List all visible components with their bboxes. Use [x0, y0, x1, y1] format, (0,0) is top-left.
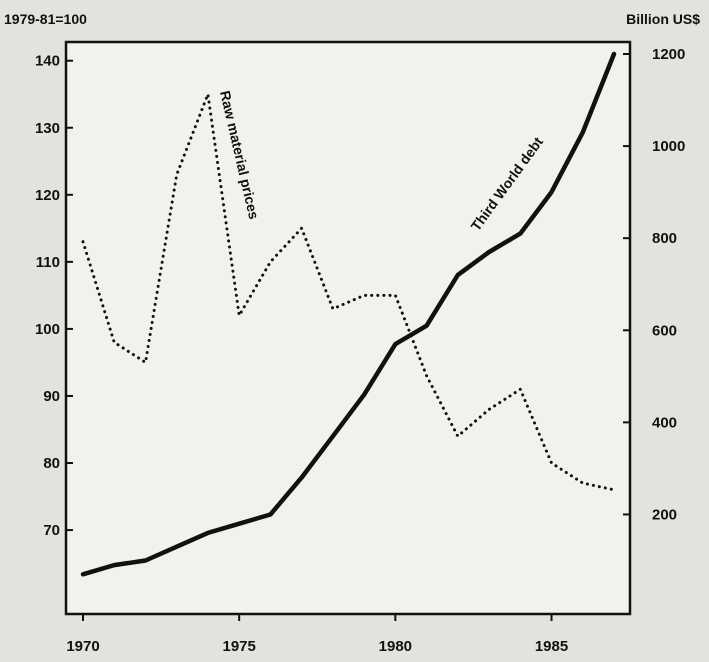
left-axis-tick-label: 140 [35, 53, 60, 70]
right-axis-tick-label: 1000 [652, 138, 685, 155]
series-lines [80, 51, 617, 577]
x-axis-tick-label: 1980 [379, 638, 412, 655]
plot-area [64, 40, 632, 616]
right-axis-tick-label: 800 [652, 230, 677, 247]
x-axis-tick-label: 1975 [222, 638, 255, 655]
left-axis-tick-label: 100 [35, 321, 60, 338]
axis-ticks: 70 80 90 100 110 120 130 140 200 400 600 800 1000 120… [35, 46, 685, 655]
series-line-raw-material-prices [81, 92, 616, 492]
x-axis-tick-label: 1985 [535, 638, 568, 655]
left-axis-tick-label: 70 [43, 522, 60, 539]
right-axis-tick-label: 400 [652, 414, 677, 431]
left-axis-tick-label: 120 [35, 187, 60, 204]
left-axis-tick-label: 110 [36, 254, 60, 271]
series-line-third-world-debt [80, 51, 617, 577]
x-axis-tick-label: 1970 [66, 638, 99, 655]
left-axis-tick-label: 130 [35, 120, 60, 137]
left-axis-tick-label: 80 [43, 455, 60, 472]
left-axis-tick-label: 90 [43, 388, 60, 405]
right-axis-tick-label: 200 [652, 506, 677, 523]
left-axis-unit-label: 1979-81=100 [4, 11, 87, 27]
right-axis-unit-label: Billion US$ [626, 11, 700, 27]
right-axis-tick-label: 1200 [652, 46, 685, 63]
right-axis-tick-label: 600 [652, 322, 677, 339]
